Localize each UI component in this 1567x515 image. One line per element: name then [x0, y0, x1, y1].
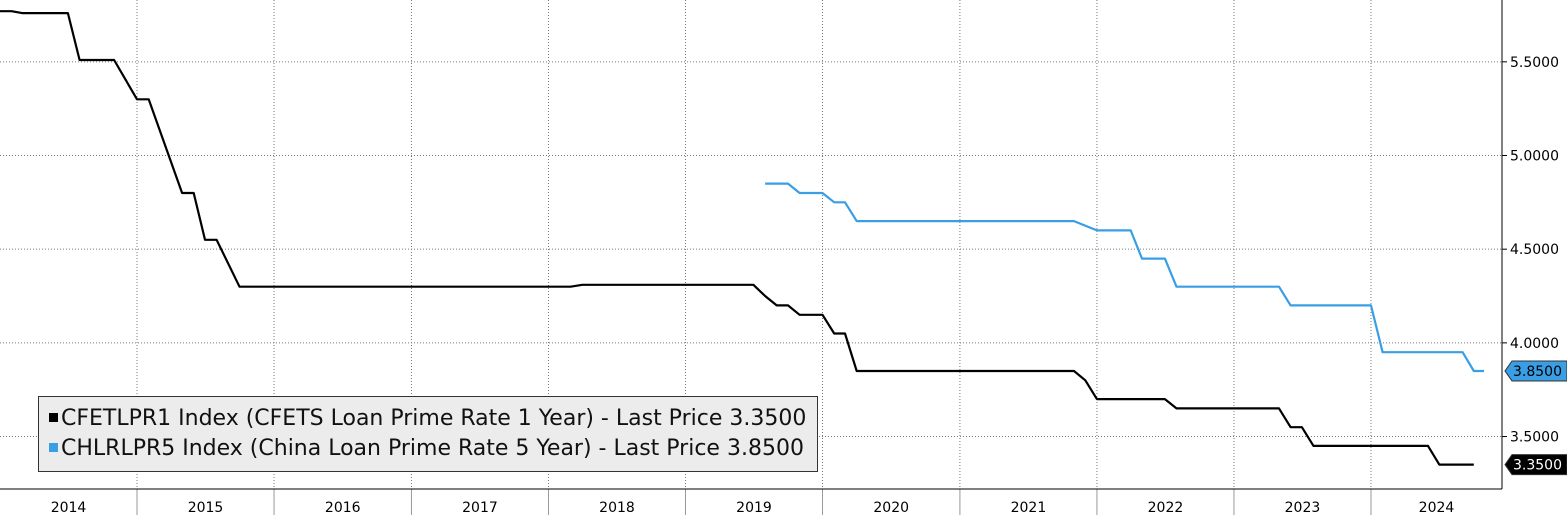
- x-tick-label: 2022: [1148, 500, 1184, 515]
- chart-legend: CFETLPR1 Index (CFETS Loan Prime Rate 1 …: [38, 396, 818, 472]
- grid-lines: [0, 0, 1502, 489]
- x-tick-label: 2018: [599, 500, 635, 515]
- x-tick-label: 2015: [188, 500, 224, 515]
- series-line-5yr: [765, 182, 1484, 373]
- y-tick-label: 5.5000: [1510, 55, 1559, 71]
- legend-swatch-1yr: [49, 412, 58, 422]
- badge-value: 3.3500: [1513, 458, 1562, 474]
- last-value-badges: 3.3500 3.8500: [1504, 360, 1567, 476]
- legend-item-1yr: CFETLPR1 Index (CFETS Loan Prime Rate 1 …: [49, 404, 806, 434]
- y-tick-label: 3.5000: [1510, 430, 1559, 446]
- y-tick-label: 4.0000: [1510, 336, 1559, 352]
- legend-last-price-5yr: 3.8500: [726, 436, 804, 461]
- legend-swatch-5yr: [49, 442, 58, 452]
- legend-last-price-1yr: 3.3500: [729, 406, 807, 431]
- x-tick-label: 2016: [325, 500, 361, 515]
- series-lines: [0, 10, 1484, 466]
- x-tick-label: 2020: [873, 500, 909, 515]
- legend-item-5yr: CHLRLPR5 Index (China Loan Prime Rate 5 …: [49, 434, 804, 464]
- badge-value: 3.8500: [1513, 364, 1562, 380]
- last-value-badge-1yr: 3.3500: [1504, 454, 1567, 476]
- x-tick-label: 2017: [462, 500, 498, 515]
- y-tick-label: 4.5000: [1510, 242, 1559, 258]
- tick-labels: 3.5000 4.0000 4.5000 5.0000 5.5000 2014 2015 20…: [51, 55, 1559, 515]
- badge-shape: [1504, 454, 1567, 476]
- axes: [0, 0, 1507, 515]
- last-value-badge-5yr: 3.8500: [1504, 360, 1567, 382]
- x-tick-label: 2019: [736, 500, 772, 515]
- legend-label-5yr: CHLRLPR5 Index (China Loan Prime Rate 5 …: [61, 436, 720, 461]
- x-tick-label: 2024: [1419, 500, 1455, 515]
- y-tick-label: 5.0000: [1510, 149, 1559, 165]
- badge-shape: [1504, 360, 1567, 382]
- series-line-1yr: [0, 10, 1474, 466]
- x-tick-label: 2021: [1011, 500, 1047, 515]
- legend-label-1yr: CFETLPR1 Index (CFETS Loan Prime Rate 1 …: [61, 406, 723, 431]
- x-tick-label: 2023: [1285, 500, 1321, 515]
- x-tick-label: 2014: [51, 500, 87, 515]
